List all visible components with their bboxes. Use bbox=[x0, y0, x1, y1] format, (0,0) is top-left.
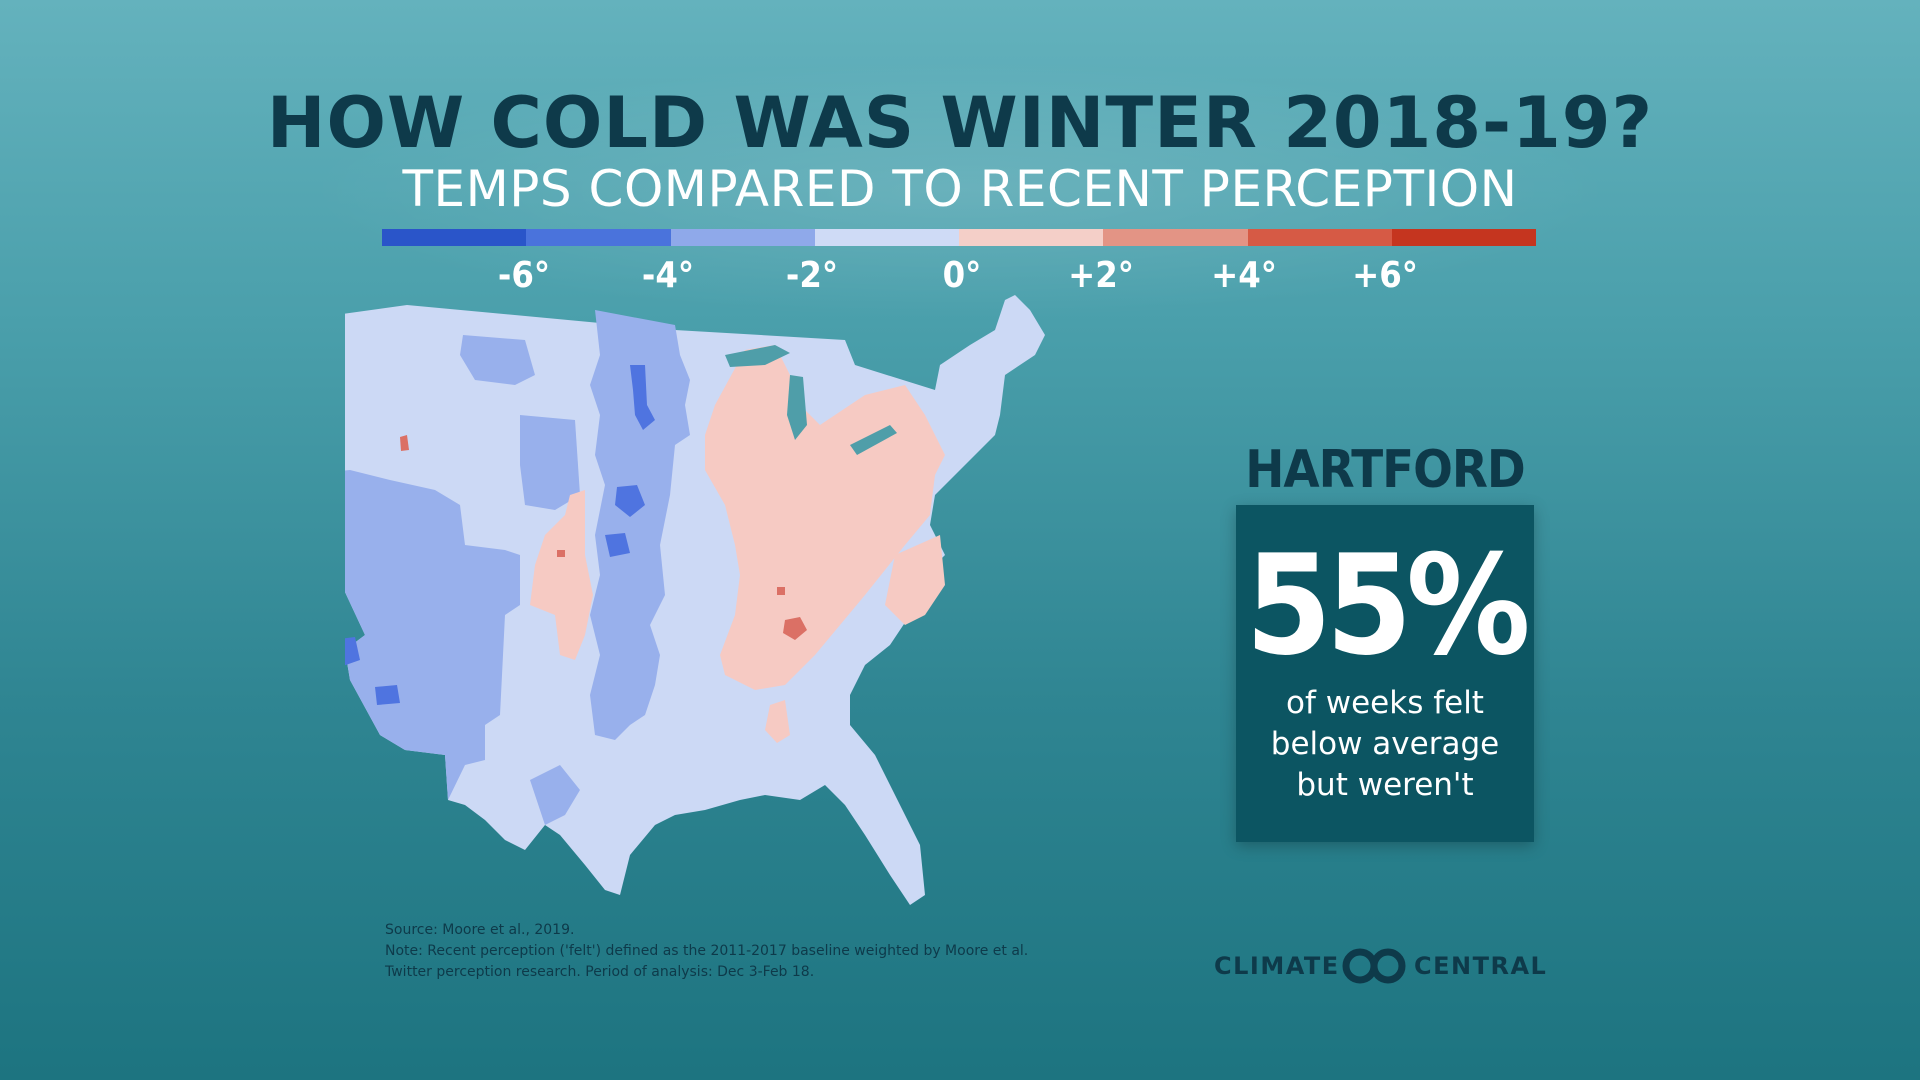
map-zone-arizona-cold bbox=[375, 685, 400, 705]
climate-central-logo: CLIMATE CENTRAL bbox=[1214, 944, 1548, 990]
callout-value: 55% bbox=[1245, 525, 1530, 686]
color-scale-legend bbox=[382, 229, 1536, 246]
legend-label-plus6: +6° bbox=[1352, 255, 1418, 296]
logo-rings-icon bbox=[1342, 948, 1406, 984]
title-glow bbox=[300, 60, 1620, 320]
legend-label-minus2: -2° bbox=[785, 255, 839, 296]
legend-label-minus4: -4° bbox=[641, 255, 695, 296]
logo-text-right: CENTRAL bbox=[1414, 952, 1548, 980]
map-zone-texas-cool bbox=[530, 765, 580, 825]
page-subtitle: TEMPS COMPARED TO RECENT PERCEPTION bbox=[402, 160, 1518, 218]
legend-swatch-1 bbox=[382, 229, 527, 246]
legend-label-minus6: -6° bbox=[497, 255, 551, 296]
callout-caption-line-1: of weeks felt bbox=[1286, 685, 1484, 721]
map-lake-superior bbox=[725, 345, 790, 367]
legend-swatch-4 bbox=[814, 229, 959, 246]
map-zone-kansas-cold bbox=[605, 533, 630, 557]
source-line-2: Note: Recent perception ('felt') defined… bbox=[385, 943, 1029, 959]
callout-box: 55% of weeks felt below average but were… bbox=[1236, 505, 1534, 842]
map-zone-colorado-cool bbox=[520, 415, 580, 510]
map-zone-montana-cool bbox=[460, 335, 535, 385]
callout-caption-line-2: below average bbox=[1270, 726, 1500, 762]
legend-swatch-7 bbox=[1247, 229, 1392, 246]
map-spot-kentucky-hot bbox=[783, 617, 807, 640]
map-spot-ohio-hot bbox=[777, 587, 785, 595]
source-line-1: Source: Moore et al., 2019. bbox=[385, 922, 575, 938]
callout-caption-line-3: but weren't bbox=[1296, 767, 1474, 803]
map-zone-rockies-warm bbox=[530, 490, 593, 660]
legend-labels: -6° -4° -2° 0° +2° +4° +6° bbox=[0, 255, 1920, 305]
legend-label-zero: 0° bbox=[942, 255, 982, 296]
map-spot-idaho-hot bbox=[400, 435, 409, 451]
legend-swatch-8 bbox=[1391, 229, 1536, 246]
page-title: HOW COLD WAS WINTER 2018-19? bbox=[266, 82, 1654, 164]
map-lake-michigan bbox=[787, 375, 807, 440]
map-zone-plains-cool bbox=[590, 310, 690, 740]
map-zone-california-cold bbox=[345, 637, 360, 666]
callout-caption: of weeks felt below average but weren't bbox=[1236, 683, 1534, 806]
legend-label-plus2: +2° bbox=[1068, 255, 1134, 296]
legend-swatch-6 bbox=[1103, 229, 1248, 246]
legend-swatch-2 bbox=[526, 229, 671, 246]
callout-city: HARTFORD bbox=[1245, 440, 1526, 500]
legend-label-plus4: +4° bbox=[1211, 255, 1277, 296]
logo-text-left: CLIMATE bbox=[1214, 952, 1340, 980]
legend-swatch-5 bbox=[959, 229, 1104, 246]
us-temperature-map bbox=[345, 295, 1045, 905]
source-note: Source: Moore et al., 2019. Note: Recent… bbox=[385, 920, 1165, 983]
map-zone-nebraska-cold bbox=[615, 485, 645, 517]
map-lake-erie bbox=[850, 425, 897, 455]
source-line-3: Twitter perception research. Period of a… bbox=[385, 964, 815, 980]
map-zone-carolina-warm bbox=[885, 535, 945, 625]
map-spot-utah-hot bbox=[557, 550, 565, 557]
legend-swatch-3 bbox=[670, 229, 815, 246]
map-zone-dakota-cold bbox=[630, 365, 655, 430]
map-zone-gulf-warm bbox=[765, 700, 790, 743]
map-zone-west-cool bbox=[345, 470, 520, 800]
